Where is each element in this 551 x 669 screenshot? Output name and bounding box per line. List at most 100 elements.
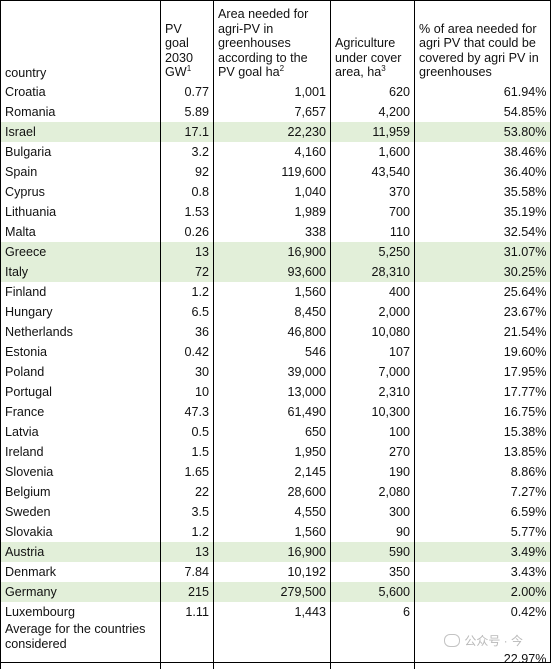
cell-country: Slovenia	[0, 462, 161, 482]
cell-agri-cover: 350	[330, 562, 415, 582]
cell-country: Romania	[0, 102, 161, 122]
table-row: Sweden 3.5 4,550 300 6.59%	[0, 502, 551, 522]
cell-pv-goal: 0.8	[160, 182, 214, 202]
table-row: Lithuania 1.53 1,989 700 35.19%	[0, 202, 551, 222]
header-agri-cover: Agriculture under cover area, ha3	[330, 0, 415, 82]
cell-percent-covered: 7.27%	[414, 482, 551, 502]
cell-agri-cover: 700	[330, 202, 415, 222]
cell-country: Spain	[0, 162, 161, 182]
cell-pv-goal: 5.89	[160, 102, 214, 122]
header-percent-covered: % of area needed for agri PV that could …	[414, 0, 551, 82]
cell-percent-covered: 2.00%	[414, 582, 551, 602]
table-row: Poland 30 39,000 7,000 17.95%	[0, 362, 551, 382]
cell-percent-covered: 32.54%	[414, 222, 551, 242]
cell-pv-goal: 22	[160, 482, 214, 502]
table-row: Estonia 0.42 546 107 19.60%	[0, 342, 551, 362]
cell-percent-covered: 25.64%	[414, 282, 551, 302]
cell-country: Sweden	[0, 502, 161, 522]
cell-area-needed: 279,500	[213, 582, 331, 602]
cell-country: Italy	[0, 262, 161, 282]
cell-pv-goal: 7.84	[160, 562, 214, 582]
cell-percent-covered: 15.38%	[414, 422, 551, 442]
cell-pv-goal: 0.77	[160, 82, 214, 102]
table-row: Slovenia 1.65 2,145 190 8.86%	[0, 462, 551, 482]
cell-agri-cover: 300	[330, 502, 415, 522]
cell-pv-goal: 0.5	[160, 422, 214, 442]
average-label: Average for the countries considered	[0, 622, 161, 669]
cell-area-needed: 10,192	[213, 562, 331, 582]
cell-area-needed: 93,600	[213, 262, 331, 282]
cell-pv-goal: 0.26	[160, 222, 214, 242]
cell-agri-cover: 400	[330, 282, 415, 302]
table-row: Greece 13 16,900 5,250 31.07%	[0, 242, 551, 262]
cell-percent-covered: 54.85%	[414, 102, 551, 122]
cell-country: Finland	[0, 282, 161, 302]
cell-country: Croatia	[0, 82, 161, 102]
cell-pv-goal: 1.2	[160, 282, 214, 302]
cell-pv-goal: 13	[160, 542, 214, 562]
cell-pv-goal: 17.1	[160, 122, 214, 142]
cell-agri-cover: 11,959	[330, 122, 415, 142]
cell-pv-goal: 1.2	[160, 522, 214, 542]
cell-percent-covered: 13.85%	[414, 442, 551, 462]
cell-area-needed: 1,560	[213, 522, 331, 542]
cell-pv-goal: 10	[160, 382, 214, 402]
cell-agri-cover: 5,600	[330, 582, 415, 602]
cell-percent-covered: 17.95%	[414, 362, 551, 382]
table-row: Denmark 7.84 10,192 350 3.43%	[0, 562, 551, 582]
table-row: France 47.3 61,490 10,300 16.75%	[0, 402, 551, 422]
cell-percent-covered: 61.94%	[414, 82, 551, 102]
cell-country: Poland	[0, 362, 161, 382]
cell-agri-cover: 7,000	[330, 362, 415, 382]
cell-pv-goal: 1.11	[160, 602, 214, 622]
cell-area-needed: 1,001	[213, 82, 331, 102]
cell-agri-cover: 107	[330, 342, 415, 362]
cell-pv-goal: 36	[160, 322, 214, 342]
cell-pv-goal: 3.5	[160, 502, 214, 522]
cell-percent-covered: 31.07%	[414, 242, 551, 262]
cell-area-needed: 650	[213, 422, 331, 442]
cell-percent-covered: 53.80%	[414, 122, 551, 142]
cell-percent-covered: 38.46%	[414, 142, 551, 162]
cell-area-needed: 16,900	[213, 542, 331, 562]
chat-bubble-icon	[444, 634, 461, 647]
cell-country: Denmark	[0, 562, 161, 582]
table-row: Croatia 0.77 1,001 620 61.94%	[0, 82, 551, 102]
table-row: Netherlands 36 46,800 10,080 21.54%	[0, 322, 551, 342]
cell-area-needed: 7,657	[213, 102, 331, 122]
header-row: country PV goal 2030 GW1 Area needed for…	[0, 0, 551, 82]
cell-country: Cyprus	[0, 182, 161, 202]
cell-area-needed: 8,450	[213, 302, 331, 322]
table-row: Belgium 22 28,600 2,080 7.27%	[0, 482, 551, 502]
table-row: Cyprus 0.8 1,040 370 35.58%	[0, 182, 551, 202]
table-body: Croatia 0.77 1,001 620 61.94% Romania 5.89 7,65…	[0, 82, 551, 669]
cell-agri-cover: 190	[330, 462, 415, 482]
cell-country: Latvia	[0, 422, 161, 442]
watermark: 公众号 · 今	[444, 632, 523, 649]
table-row: Slovakia 1.2 1,560 90 5.77%	[0, 522, 551, 542]
cell-area-needed: 2,145	[213, 462, 331, 482]
cell-percent-covered: 35.19%	[414, 202, 551, 222]
cell-pv-goal: 6.5	[160, 302, 214, 322]
cell-percent-covered: 0.42%	[414, 602, 551, 622]
cell-agri-cover: 110	[330, 222, 415, 242]
cell-country: Slovakia	[0, 522, 161, 542]
table-row: Spain 92 119,600 43,540 36.40%	[0, 162, 551, 182]
cell-agri-cover: 590	[330, 542, 415, 562]
cell-percent-covered: 35.58%	[414, 182, 551, 202]
table-row: Austria 13 16,900 590 3.49%	[0, 542, 551, 562]
cell-agri-cover: 6	[330, 602, 415, 622]
header-area-needed: Area needed for agri-PV in greenhouses a…	[213, 0, 331, 82]
cell-agri-cover: 4,200	[330, 102, 415, 122]
cell-area-needed: 39,000	[213, 362, 331, 382]
cell-pv-goal: 1.53	[160, 202, 214, 222]
cell-agri-cover: 5,250	[330, 242, 415, 262]
cell-area-needed: 1,950	[213, 442, 331, 462]
cell-area-needed: 1,560	[213, 282, 331, 302]
cell-agri-cover: 620	[330, 82, 415, 102]
cell-pv-goal: 30	[160, 362, 214, 382]
cell-country: France	[0, 402, 161, 422]
cell-agri-cover: 2,310	[330, 382, 415, 402]
cell-pv-goal: 47.3	[160, 402, 214, 422]
